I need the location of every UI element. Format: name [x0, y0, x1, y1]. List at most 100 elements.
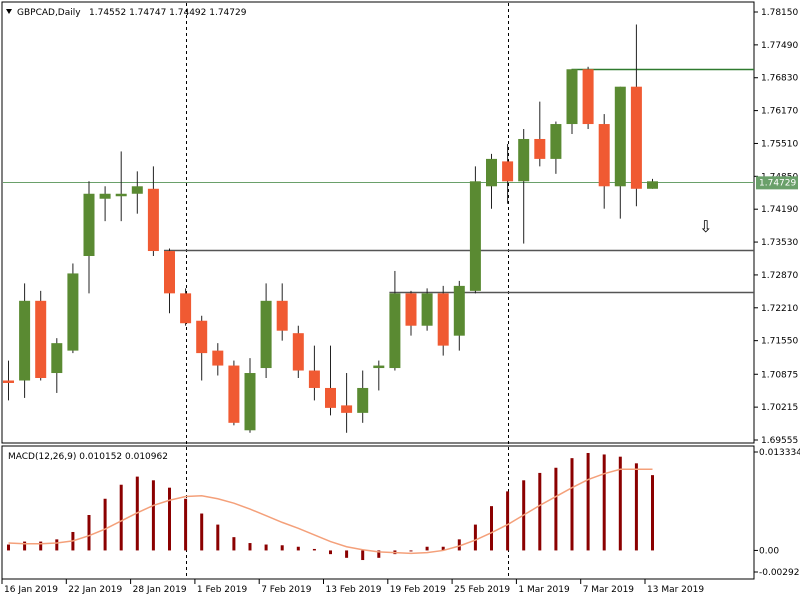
- price-tick-label-13: 1.69555: [761, 436, 798, 446]
- time-tick-label-1: 22 Jan 2019: [68, 585, 122, 595]
- price-tick-label-7: 1.73530: [761, 238, 798, 248]
- price-tick-label-0: 1.78150: [761, 8, 798, 18]
- candle-body-33: [534, 138, 546, 159]
- time-axis: 16 Jan 2019 22 Jan 2019 28 Jan 2019 1 Feb 2…: [1, 579, 704, 595]
- macd-histogram-bar-10: [168, 487, 171, 551]
- candle-body-17: [276, 300, 288, 331]
- macd-histogram-bar-3: [55, 539, 59, 551]
- macd-histogram-bar-37: [602, 454, 606, 551]
- candle-body-32: [518, 138, 530, 182]
- candle-body-25: [405, 293, 417, 326]
- macd-histogram-bar-25: [409, 550, 413, 552]
- price-tick-label-4: 1.75510: [761, 139, 798, 149]
- time-tick-label-10: 13 Mar 2019: [647, 585, 704, 595]
- macd-histogram-bar-0: [7, 544, 10, 551]
- macd-histogram-bar-35: [570, 458, 574, 551]
- macd-histogram-bar-9: [151, 480, 155, 551]
- macd-histogram-bar-40: [651, 475, 654, 551]
- macd-histogram-bar-26: [425, 546, 429, 551]
- candle-body-4: [67, 273, 79, 351]
- macd-histogram-bar-33: [538, 472, 542, 551]
- candle-body-39: [630, 86, 642, 189]
- candle-body-14: [228, 365, 240, 423]
- macd-histogram-bar-28: [457, 539, 461, 551]
- candle-body-7: [115, 193, 127, 197]
- macd-histogram-bar-12: [200, 513, 204, 551]
- macd-histogram-bar-13: [216, 524, 220, 551]
- macd-histogram-bar-16: [264, 544, 268, 551]
- current-price-tag: 1.74729: [756, 176, 798, 190]
- time-tick-label-3: 1 Feb 2019: [197, 585, 248, 595]
- candle-body-6: [99, 193, 111, 199]
- time-tick-label-2: 28 Jan 2019: [133, 585, 187, 595]
- price-tick-label-12: 1.70215: [761, 403, 798, 413]
- candle-body-38: [614, 86, 626, 187]
- candle-body-40: [647, 181, 658, 189]
- candle-body-19: [308, 370, 320, 388]
- macd-histogram-bar-11: [184, 498, 188, 551]
- macd-histogram-bar-31: [506, 491, 510, 551]
- macd-histogram-bar-18: [296, 546, 300, 551]
- candle-body-30: [486, 158, 497, 187]
- down-arrow-icon[interactable]: ⇩: [699, 217, 712, 236]
- macd-histogram-bar-21: [345, 550, 349, 558]
- candle-body-9: [147, 188, 159, 252]
- candle-body-35: [566, 69, 578, 125]
- price-tick-label-2: 1.76830: [761, 74, 798, 84]
- macd-histogram-bar-6: [103, 498, 107, 551]
- price-tick-label-10: 1.71550: [761, 337, 798, 347]
- macd-histogram-bar-36: [586, 452, 590, 551]
- time-tick-label-5: 13 Feb 2019: [326, 585, 382, 595]
- candle-body-36: [582, 69, 594, 125]
- candle-body-18: [292, 333, 304, 371]
- candle-body-34: [550, 124, 562, 159]
- price-tag-bg: [756, 176, 798, 190]
- candle-body-16: [260, 300, 272, 369]
- candle-body-21: [341, 405, 353, 413]
- candle-body-12: [196, 320, 208, 354]
- candle-body-3: [51, 343, 63, 374]
- ohlc-values: 1.74552 1.74747 1.74492 1.74729: [89, 8, 247, 18]
- candle-body-0: [3, 380, 14, 383]
- price-tick-label-3: 1.76170: [761, 107, 798, 117]
- candle-body-22: [357, 387, 369, 413]
- time-tick-label-7: 25 Feb 2019: [454, 585, 510, 595]
- candle-body-29: [469, 181, 481, 291]
- time-tick-label-8: 1 Mar 2019: [518, 585, 570, 595]
- candles: [3, 24, 658, 433]
- price-tick-label-9: 1.72210: [761, 304, 798, 314]
- candle-body-28: [453, 285, 465, 336]
- time-tick-label-0: 16 Jan 2019: [4, 585, 58, 595]
- candle-body-5: [83, 193, 95, 257]
- horizontal-lines[interactable]: [3, 68, 754, 294]
- macd-histogram-bar-17: [280, 545, 284, 551]
- macd-histogram-bar-20: [329, 550, 332, 555]
- macd-histogram-bar-34: [554, 467, 558, 551]
- symbol-label: GBPCAD,Daily: [17, 8, 81, 18]
- candle-body-10: [164, 251, 175, 294]
- candle-body-20: [325, 387, 336, 408]
- macd-tick-label-0: 0.013334: [759, 448, 800, 458]
- price-tick-label-11: 1.70875: [761, 370, 798, 380]
- price-pane-frame: [1, 1, 755, 444]
- candle-body-11: [180, 293, 192, 324]
- triangle-down-icon[interactable]: [6, 9, 12, 14]
- candle-body-13: [212, 350, 224, 366]
- chart-header: GBPCAD,Daily 1.74552 1.74747 1.74492 1.7…: [6, 8, 247, 18]
- macd-histogram-bar-14: [232, 537, 236, 551]
- candle-body-26: [421, 293, 433, 326]
- candle-body-27: [437, 293, 449, 346]
- macd-histogram-bar-38: [618, 456, 622, 551]
- current-price-label: 1.74729: [759, 178, 796, 188]
- macd-signal-line: [8, 468, 653, 555]
- macd-tick-label-1: 0.00: [759, 546, 779, 556]
- macd-label: MACD(12,26,9) 0.010152 0.010962: [8, 452, 168, 462]
- candle-body-31: [502, 161, 514, 182]
- macd-histogram-bar-15: [248, 543, 252, 551]
- macd-histogram-bar-27: [441, 546, 445, 551]
- macd-histogram-bar-5: [87, 515, 91, 551]
- macd-histogram-bar-22: [361, 550, 365, 561]
- macd-indicator: [7, 452, 654, 561]
